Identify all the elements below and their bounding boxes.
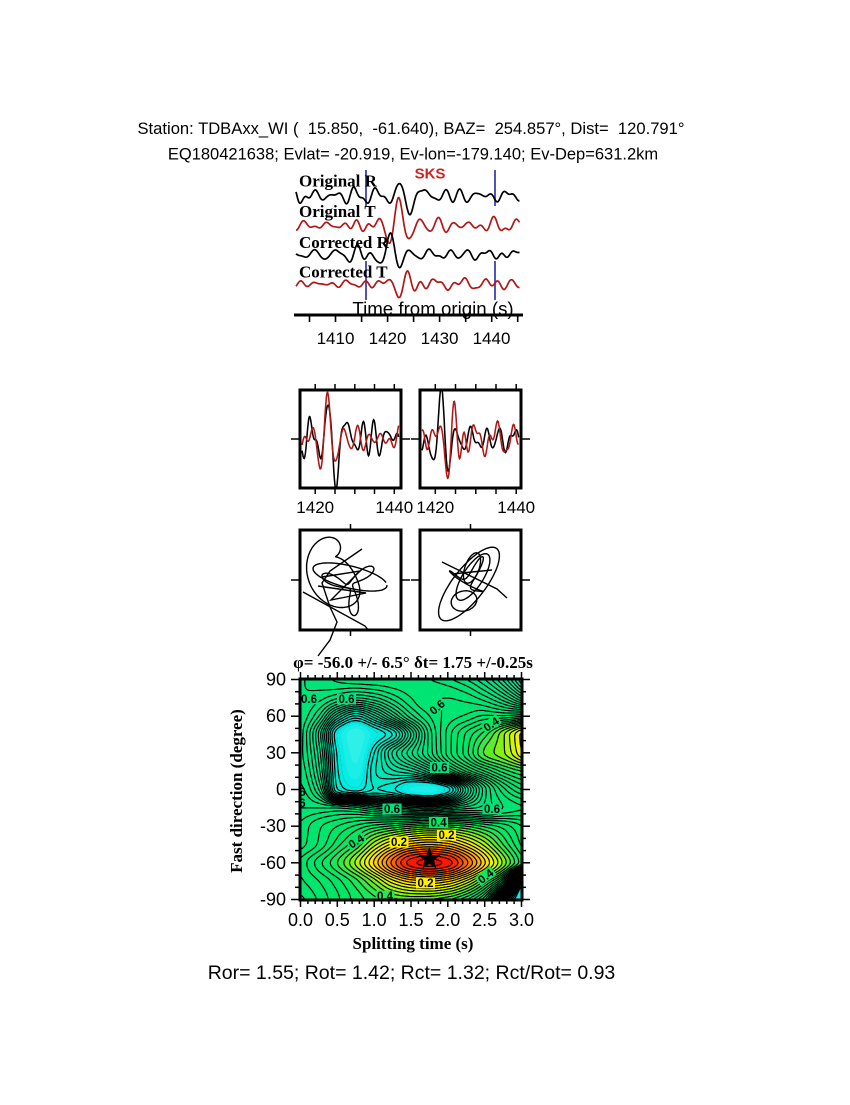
svg-text:0: 0 bbox=[276, 780, 286, 800]
svg-text:90: 90 bbox=[266, 670, 286, 690]
svg-text:0.4: 0.4 bbox=[431, 818, 448, 830]
svg-text:1440: 1440 bbox=[497, 498, 535, 517]
svg-text:Original R: Original R bbox=[299, 172, 378, 191]
svg-text:0.2: 0.2 bbox=[391, 837, 407, 849]
svg-text:60: 60 bbox=[266, 706, 286, 726]
svg-text:3.0: 3.0 bbox=[509, 910, 534, 930]
svg-text:1440: 1440 bbox=[375, 498, 413, 517]
svg-text:-90: -90 bbox=[260, 890, 286, 910]
svg-text:0.2: 0.2 bbox=[439, 830, 455, 842]
svg-text:30: 30 bbox=[266, 743, 286, 763]
svg-text:SKS: SKS bbox=[415, 166, 446, 183]
svg-text:0.6: 0.6 bbox=[432, 763, 448, 775]
svg-text:0.6: 0.6 bbox=[384, 804, 400, 816]
svg-text:Fast direction (degree): Fast direction (degree) bbox=[227, 709, 246, 873]
svg-text:0.6: 0.6 bbox=[301, 694, 317, 706]
svg-text:Station: TDBAxx_WI ( 15.850,: Station: TDBAxx_WI ( 15.850, -61.640), B… bbox=[137, 119, 684, 138]
svg-text:1440: 1440 bbox=[473, 329, 511, 348]
svg-text:Splitting time (s): Splitting time (s) bbox=[353, 934, 474, 953]
svg-text:1.5: 1.5 bbox=[398, 910, 423, 930]
svg-text:1420: 1420 bbox=[416, 498, 454, 517]
svg-text:0.2: 0.2 bbox=[418, 878, 434, 890]
svg-text:1420: 1420 bbox=[369, 329, 407, 348]
svg-text:φ= -56.0 +/- 6.5° δt= 1.75 +/-: φ= -56.0 +/- 6.5° δt= 1.75 +/-0.25s bbox=[293, 653, 533, 672]
svg-text:-60: -60 bbox=[260, 853, 286, 873]
svg-text:-30: -30 bbox=[260, 816, 286, 836]
svg-text:0.6: 0.6 bbox=[339, 694, 355, 706]
svg-text:Time from origin (s): Time from origin (s) bbox=[352, 298, 513, 319]
svg-text:1430: 1430 bbox=[421, 329, 459, 348]
svg-text:2.0: 2.0 bbox=[435, 910, 460, 930]
svg-text:0.6: 0.6 bbox=[289, 785, 306, 799]
svg-text:0.6: 0.6 bbox=[484, 804, 500, 816]
svg-text:1.0: 1.0 bbox=[362, 910, 387, 930]
svg-text:Ror= 1.55; Rot= 1.42; Rct= 1.3: Ror= 1.55; Rot= 1.42; Rct= 1.32; Rct/Rot… bbox=[208, 962, 616, 984]
svg-text:0.0: 0.0 bbox=[288, 910, 313, 930]
svg-text:1410: 1410 bbox=[317, 329, 355, 348]
svg-text:Corrected R: Corrected R bbox=[299, 233, 390, 252]
svg-text:0.5: 0.5 bbox=[325, 910, 350, 930]
svg-text:0.6: 0.6 bbox=[289, 796, 306, 810]
svg-text:Original T: Original T bbox=[299, 202, 376, 221]
svg-text:2.5: 2.5 bbox=[472, 910, 497, 930]
svg-text:EQ180421638; Evlat= -20.919, E: EQ180421638; Evlat= -20.919, Ev-lon=-179… bbox=[168, 146, 658, 164]
svg-text:Corrected T: Corrected T bbox=[299, 263, 388, 282]
svg-text:1420: 1420 bbox=[296, 498, 334, 517]
